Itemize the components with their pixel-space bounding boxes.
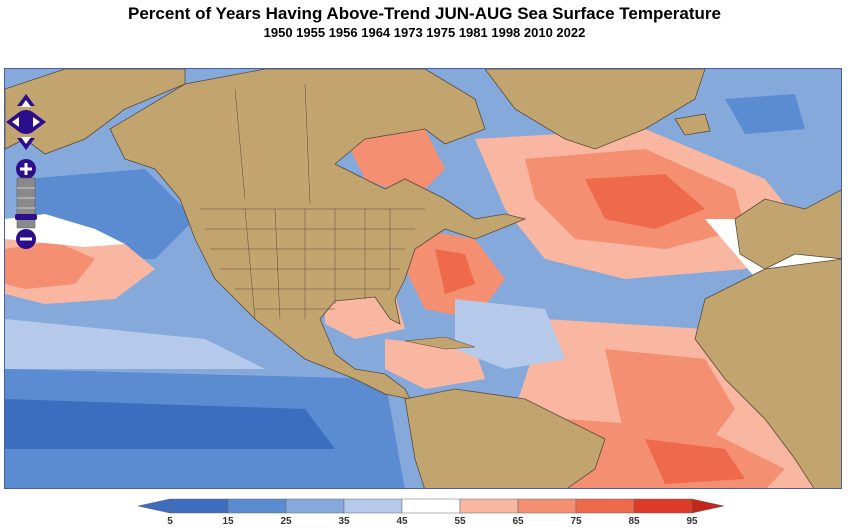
colorbar-tick: 25 [280,516,292,527]
map-nav-controls [6,94,46,249]
greenland-land [484,69,706,150]
pacific-warm-inner [5,241,95,289]
colorbar-tick: 65 [512,516,524,527]
colorbar-tick: 15 [222,516,234,527]
colorbar-swatch [633,498,693,514]
colorbar-tick: 5 [167,516,173,527]
colorbar-swatch [343,498,403,514]
map-canvas [5,69,841,488]
colorbar-swatch [459,498,519,514]
colorbar-tick: 85 [628,516,640,527]
north-atlantic-warm-core [585,174,705,229]
colorbar-arrow-high [691,498,725,514]
europe-land [734,189,841,270]
sst-map[interactable] [4,68,842,489]
colorbar-swatch [517,498,577,514]
colorbar-tick: 45 [396,516,408,527]
south-america-land [404,388,606,488]
iceland-land [674,113,711,136]
zoom-out-button[interactable] [16,229,36,249]
color-legend: 5 15 25 35 45 55 65 75 85 95 [138,496,728,532]
colorbar-swatches [138,498,725,514]
colorbar-swatch [575,498,635,514]
colorbar-tick: 75 [570,516,582,527]
colorbar-tick: 95 [686,516,698,527]
alaska-land [5,69,186,155]
gulf-stream-core [435,249,475,294]
page-title: Percent of Years Having Above-Trend JUN-… [128,4,721,23]
colorbar-swatch [285,498,345,514]
south-atlantic-core [645,439,745,484]
zoom-slider-handle [15,214,37,220]
zoom-in-button[interactable] [16,159,36,179]
cuba-land [404,336,476,350]
caribbean-warm [385,339,485,389]
page-subtitle: 1950 1955 1956 1964 1973 1975 1981 1998 … [263,25,586,40]
pacific-light-band [5,319,265,369]
zoom-slider[interactable] [15,177,37,229]
tropical-atlantic-warm-mid [605,349,735,449]
colorbar-tick: 55 [454,516,466,527]
colorbar-arrow-low [138,498,171,514]
political-borders [200,83,425,320]
colorbar-swatch [169,498,229,514]
north-america-land [109,69,527,400]
colorbar-swatch [227,498,287,514]
hudson-bay-warm [345,129,445,199]
pan-control[interactable] [6,94,46,150]
africa-land [694,258,841,488]
colorbar-tick: 35 [338,516,350,527]
subtropical-cool-band [455,299,565,369]
map-navigation[interactable] [6,92,46,262]
colorbar-swatch [401,498,461,514]
norwegian-sea-cold [725,94,805,134]
pacific-cold-band [5,399,335,449]
